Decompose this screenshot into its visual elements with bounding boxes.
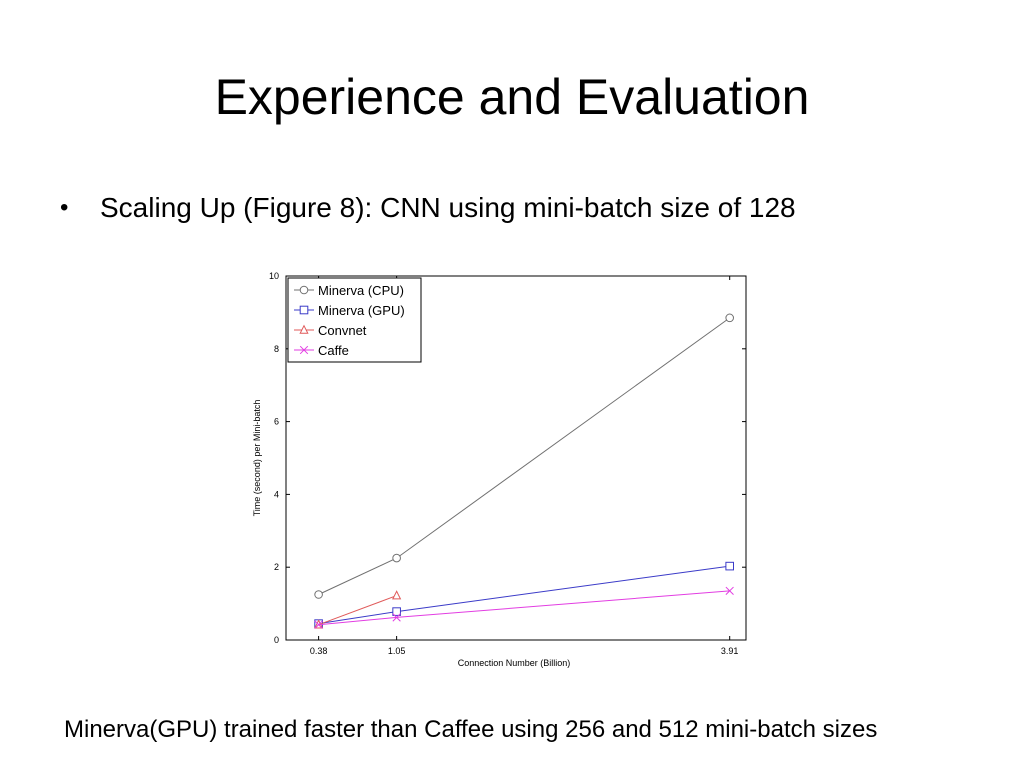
data-point-minerva-gpu [725, 561, 734, 571]
x-tick-label: 3.91 [721, 646, 739, 656]
data-point-minerva-cpu [725, 313, 734, 323]
legend-marker [299, 345, 309, 355]
legend-box [287, 277, 422, 363]
legend-entry-caffe: Caffe [294, 343, 349, 358]
plot-frame [285, 275, 747, 641]
marker-stroke [725, 586, 734, 596]
data-point-caffe [725, 586, 734, 596]
legend-marker [299, 285, 309, 295]
legend-label: Minerva (GPU) [318, 303, 405, 318]
footnote: Minerva(GPU) trained faster than Caffee … [64, 716, 878, 743]
legend-label: Convnet [318, 323, 367, 338]
marker-stroke [314, 620, 323, 629]
data-point-caffe [392, 613, 401, 622]
data-point-caffe [314, 620, 323, 629]
slide-title: Experience and Evaluation [214, 69, 810, 125]
legend-entry-minerva-gpu: Minerva (GPU) [294, 303, 405, 318]
legend-label: Caffe [318, 343, 349, 358]
marker-stroke [392, 613, 401, 622]
bullet-marker: • [60, 194, 69, 221]
x-tick-label: 1.05 [388, 646, 406, 656]
y-tick-label: 4 [274, 489, 279, 499]
x-axis-title: Connection Number (Billion) [458, 658, 571, 668]
marker-stroke [299, 345, 309, 355]
data-point-minerva-gpu [392, 607, 401, 616]
y-tick-label: 2 [274, 562, 279, 572]
y-tick-label: 8 [274, 344, 279, 354]
bullet-text: Scaling Up (Figure 8): CNN using mini-ba… [100, 192, 796, 223]
legend-entry-minerva-cpu: Minerva (CPU) [294, 283, 404, 298]
bullet-point: • Scaling Up (Figure 8): CNN using mini-… [60, 188, 796, 228]
series-minerva-cpu [314, 313, 734, 599]
y-axis-title: Time (second) per Mini-batch [252, 400, 262, 517]
series-line-caffe [318, 590, 730, 626]
data-point-convnet [392, 590, 402, 600]
legend-entry-convnet: Convnet [294, 323, 367, 338]
legend-marker [299, 324, 309, 334]
y-tick-label: 0 [274, 635, 279, 645]
y-tick-label: 10 [269, 271, 279, 281]
series-line-convnet [318, 595, 397, 626]
legend-marker [299, 305, 309, 315]
legend-label: Minerva (CPU) [318, 283, 404, 298]
data-point-minerva-cpu [314, 590, 323, 599]
legend: Minerva (CPU) Minerva (GPU) Convnet Caffe [287, 277, 422, 363]
series-minerva-gpu [314, 561, 734, 628]
series-layer [313, 313, 734, 629]
axes: 0 2 4 6 8 10 0.38 1.05 3.91 Connection Number (Bi… [252, 271, 747, 668]
data-point-minerva-cpu [392, 553, 401, 563]
series-line-minerva-gpu [318, 565, 730, 625]
x-tick-label: 0.38 [310, 646, 328, 656]
y-tick-label: 6 [274, 417, 279, 427]
series-caffe [314, 586, 734, 629]
line-chart: 0 2 4 6 8 10 0.38 1.05 3.91 Connection Number (Bi… [252, 271, 747, 668]
